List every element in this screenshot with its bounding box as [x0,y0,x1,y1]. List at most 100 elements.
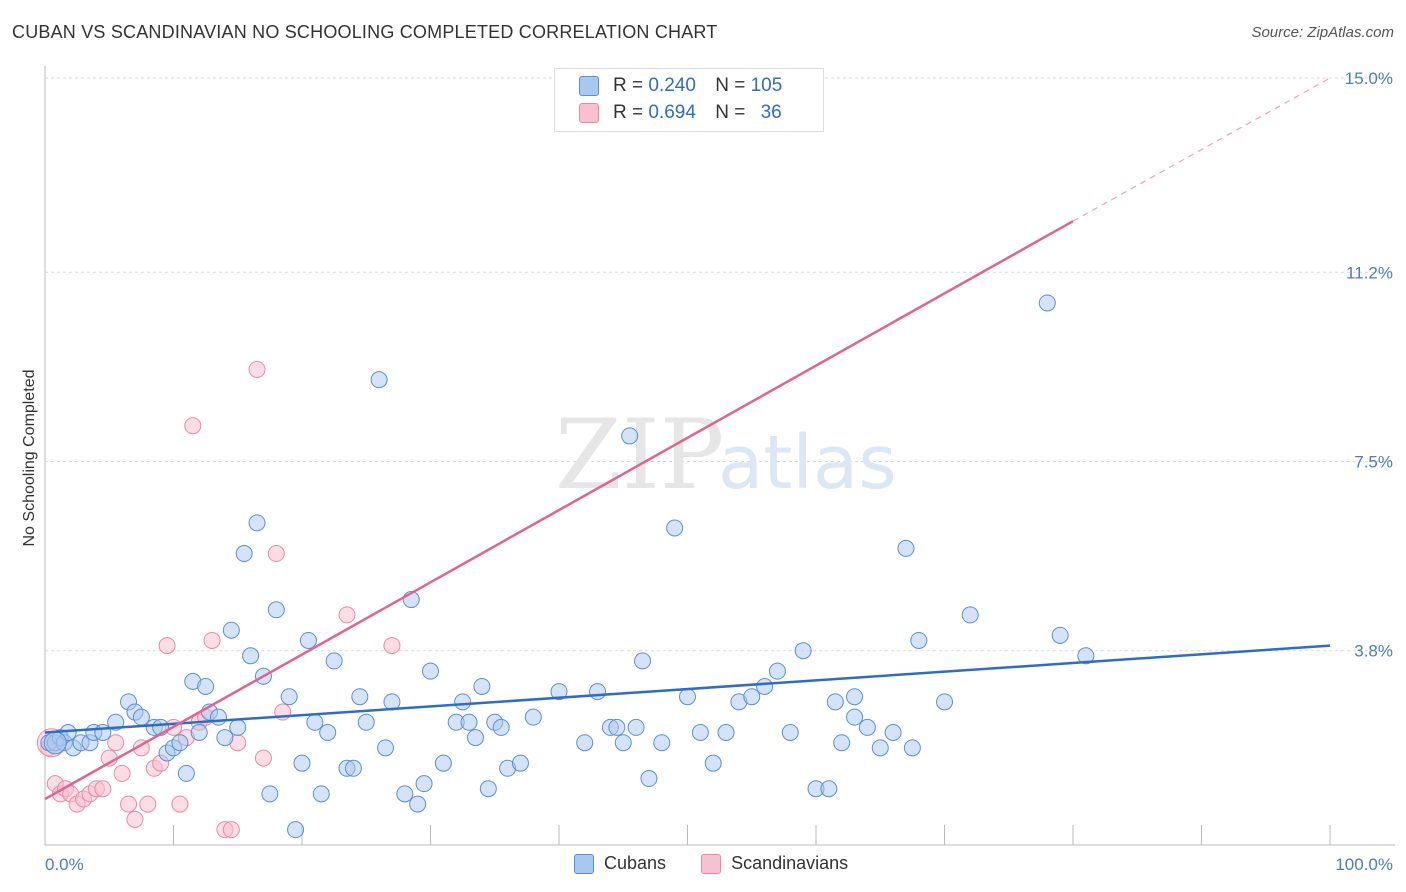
cubans-points [40,294,1095,839]
cubans-point [479,780,497,798]
scandinavians-point [158,637,176,655]
stats-legend: R = 0.240 N = 105 R = 0.694 N = 36 [554,68,824,132]
r-label: R = [613,75,644,96]
cubans-point [858,718,876,736]
cubans-point [794,642,812,660]
cubans-point [312,785,330,803]
legend-item-scandinavians[interactable]: Scandinavians [701,853,848,874]
scandinavians-point [113,764,131,782]
cubans-point [299,631,317,649]
legend-item-cubans[interactable]: Cubans [574,853,666,874]
cubans-point [1077,647,1095,665]
cubans-point [473,677,491,695]
cubans-point [743,688,761,706]
cubans-point [409,795,427,813]
r-value: 0.240 [648,75,696,96]
cubans-point [781,724,799,742]
r-value: 0.694 [648,102,696,123]
cubans-point [846,688,864,706]
cubans-point [704,754,722,772]
cubans-point [466,729,484,747]
cubans-point [454,693,472,711]
cubans-point [884,724,902,742]
cubans-point [351,688,369,706]
watermark-zip: ZIP [555,399,724,511]
scandinavians-point [139,795,157,813]
scandinavians-point [248,360,266,378]
cubans-point [396,785,414,803]
trend-lines [44,77,1331,801]
cubans-point [229,718,247,736]
cubans-point [621,427,639,445]
cubans-point [190,724,208,742]
scandinavians-point [222,821,240,839]
stats-row-cubans: R = 0.240 N = 105 [579,75,782,99]
scandinavians-point [338,606,356,624]
cubans-point [344,759,362,777]
cubans-point [589,683,607,701]
cubans-point [415,775,433,793]
cubans-point [634,652,652,670]
cubans-point [235,545,253,563]
cubans-point [666,519,684,537]
n-value: 36 [760,102,782,123]
series-legend: Cubans Scandinavians [574,852,878,874]
cubans-point [653,734,671,752]
cubans-point [222,621,240,639]
legend-label-scandinavians: Scandinavians [731,852,849,873]
scandinavians-legend-swatch [701,853,722,874]
scandinavians-point [107,734,125,752]
cubans-point [177,764,195,782]
cubans-swatch [579,75,599,96]
n-value: 105 [750,75,783,96]
scandinavians-swatch [579,102,599,123]
cubans-point [492,718,510,736]
cubans-point [422,662,439,680]
scandinavians-point [267,545,285,563]
cubans-point [370,371,388,389]
r-label: R = [613,102,644,123]
cubans-point [550,683,568,701]
cubans-point [261,785,279,803]
chart-title: CUBAN VS SCANDINAVIAN NO SCHOOLING COMPL… [12,22,718,42]
cubans-point [826,693,844,711]
cubans-point [293,754,311,772]
cubans-point [608,718,626,736]
scandinavians-point [203,631,221,649]
n-label: N = [715,102,746,123]
cubans-trend-line [44,644,1331,734]
cubans-point [756,677,774,695]
cubans-point [280,688,298,706]
cubans-point [319,724,337,742]
cubans-point [871,739,889,757]
cubans-point [679,688,696,706]
cubans-point [94,724,112,742]
cubans-point [209,708,227,726]
cubans-point [833,734,851,752]
cubans-point [846,708,864,726]
n-label: N = [715,75,746,96]
cubans-point [1038,294,1056,312]
cubans-point [524,708,542,726]
tick-labels: 3.8% 7.5% 11.2% 15.0% 0.0% 100.0% [45,69,1393,874]
cubans-point [267,601,285,619]
cubans-point [691,724,709,742]
cubans-point [903,739,921,757]
cubans-point [460,713,478,731]
scandinavians-point [94,780,112,798]
scandinavians-trend-extension [1072,77,1331,222]
legend-label-cubans: Cubans [604,852,667,873]
x-tick-label: 0.0% [45,855,84,874]
cubans-point [897,539,915,557]
scandinavians-point [126,810,144,828]
cubans-point [132,708,150,726]
y-tick-label: 7.5% [1354,453,1393,472]
cubans-point [576,734,594,752]
cubans-point [171,734,189,752]
cubans-point [248,514,266,532]
scandinavians-point [184,417,202,435]
cubans-point [197,677,215,695]
watermark-atlas: atlas [718,420,897,506]
scandinavians-point [171,795,189,813]
